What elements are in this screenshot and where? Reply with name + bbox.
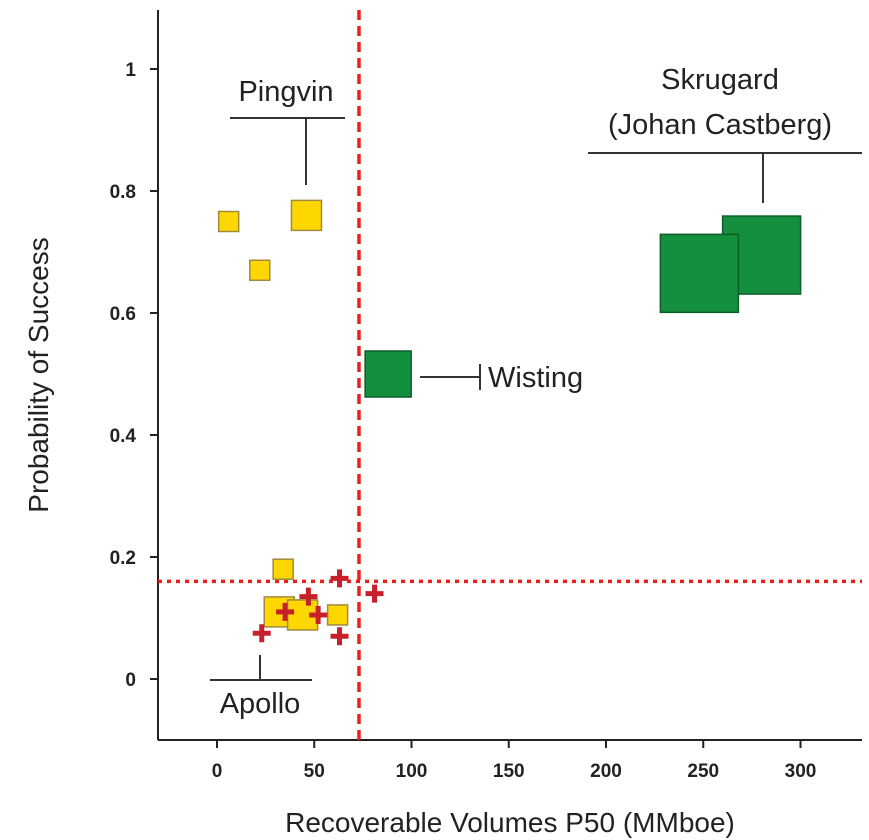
- red-cross-point: [299, 587, 318, 606]
- green-square-point: [364, 350, 412, 398]
- red-cross-point: [252, 624, 271, 643]
- annotation-lines: [210, 117, 862, 681]
- x-tick-label: 150: [493, 761, 525, 782]
- y-tick-label: 0.4: [110, 426, 137, 447]
- y-tick-label: 1: [125, 60, 136, 81]
- yellow-square-point: [272, 558, 294, 580]
- y-tick-label: 0.2: [110, 548, 136, 569]
- annotation-apollo: Apollo: [220, 688, 301, 720]
- x-tick-label: 50: [304, 761, 325, 782]
- annotation-wisting: Wisting: [488, 362, 583, 394]
- annotation-skrugard: Skrugard: [661, 64, 779, 96]
- yellow-square-point: [249, 259, 271, 282]
- y-tick-label: 0.8: [110, 182, 136, 203]
- yellow-square-point: [326, 604, 349, 626]
- plot-axes: [150, 10, 862, 748]
- yellow-square-point: [290, 199, 323, 232]
- annotation-johan-castberg: (Johan Castberg): [608, 109, 832, 141]
- x-tick-label: 300: [785, 761, 817, 782]
- green-square-point: [659, 233, 740, 314]
- x-tick-label: 250: [687, 761, 719, 782]
- data-markers: [217, 199, 802, 646]
- red-cross-point: [330, 627, 349, 646]
- red-cross-point: [330, 569, 349, 588]
- x-tick-label: 100: [396, 761, 428, 782]
- x-axis-title: Recoverable Volumes P50 (MMboe): [285, 807, 735, 838]
- y-axis-title: Probability of Success: [23, 237, 54, 512]
- red-cross-point: [309, 605, 328, 624]
- red-cross-point: [365, 584, 384, 603]
- x-tick-label: 200: [590, 761, 622, 782]
- reference-lines: [158, 10, 862, 740]
- yellow-square-point: [217, 210, 240, 233]
- x-tick-label: 0: [212, 761, 223, 782]
- annotation-pingvin: Pingvin: [238, 76, 333, 108]
- y-tick-label: 0.6: [110, 304, 136, 325]
- tick-labels: 0 50 100 150 200 250 300 0 0.2 0.4 0.6 0.8 1: [110, 60, 817, 782]
- red-cross-point: [276, 602, 295, 621]
- y-tick-label: 0: [125, 670, 136, 691]
